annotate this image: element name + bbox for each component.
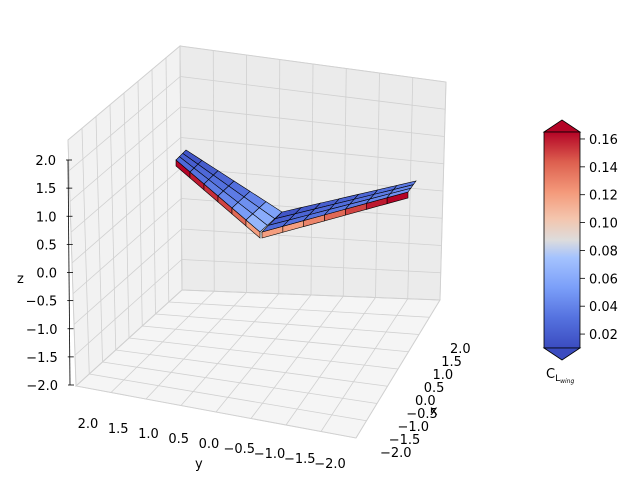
x-tick-label: 0.0: [415, 394, 436, 409]
y-tick-label: 1.0: [138, 427, 159, 442]
colorbar-label: CLwing: [546, 367, 574, 385]
colorbar-extend-bottom: [542, 347, 582, 361]
axis-ticks: −2.0−1.5−1.0−0.50.00.51.01.52.02.0 1.5 1.0…: [26, 154, 471, 472]
grid-line: [285, 297, 376, 426]
z-tick-label: 1.5: [36, 182, 57, 197]
grid-line: [342, 68, 347, 297]
z-tick-label: −2.0: [26, 379, 58, 394]
colorbar-extend-top: [542, 119, 582, 133]
grid-line: [137, 81, 143, 327]
grid-line: [181, 259, 441, 274]
z-axis-label: z: [17, 272, 24, 287]
grid-line: [250, 296, 344, 419]
grid-line: [181, 289, 441, 301]
colorbar-gradient: [543, 131, 581, 349]
grid-line: [215, 294, 312, 413]
grid-line: [165, 57, 170, 303]
colorbar-tick-label: 0.08: [589, 244, 618, 259]
grid-line: [439, 81, 447, 301]
z-tick-label: 1.0: [36, 210, 57, 225]
colorbar-tick-label: 0.16: [589, 133, 618, 148]
grid-line: [71, 167, 182, 264]
y-axis-label: y: [195, 457, 203, 472]
x-tick-label: 0.5: [424, 381, 445, 396]
z-tick-label: 2.0: [35, 154, 56, 169]
grid-line: [74, 259, 183, 356]
x-tick-label: −2.0: [380, 446, 412, 461]
x-tick-label: 1.5: [441, 355, 462, 370]
y-tick-label: 1.5: [108, 422, 129, 437]
x-tick-label: −0.5: [406, 407, 438, 422]
y-tick-label: 0.5: [168, 432, 189, 447]
grid-line: [151, 69, 156, 315]
y-tick-label: −1.0: [254, 447, 286, 462]
colorbar-tick-label: 0.10: [589, 217, 618, 232]
colorbar: 0.02 0.04 0.06 0.08 0.10 0.12 0.14 0.16 CLwing: [542, 119, 618, 385]
grid-line: [375, 72, 380, 298]
colorbar-ticks: 0.02 0.04 0.06 0.08 0.10 0.12 0.14 0.16: [580, 133, 618, 343]
x-tick-label: 1.0: [433, 368, 454, 383]
z-tick-label: −1.0: [26, 323, 58, 338]
colorbar-label-subsub: wing: [560, 378, 574, 385]
x-tick-label: −1.0: [398, 420, 430, 435]
y-tick-label: 2.0: [78, 417, 99, 432]
grid-line: [72, 198, 182, 295]
grid-line: [355, 299, 441, 439]
z-tick-label: −0.5: [26, 295, 58, 310]
colorbar-label-main: C: [546, 367, 555, 382]
colorbar-label-sub: L: [555, 374, 560, 384]
colorbar-tick-label: 0.14: [589, 161, 618, 176]
colorbar-tick-label: 0.02: [589, 328, 618, 343]
y-tick-label: −2.0: [314, 457, 346, 472]
z-axis-line: [67, 159, 71, 386]
y-tick-label: −1.5: [284, 452, 316, 467]
colorbar-tick-label: 0.06: [589, 272, 618, 287]
x-tick-label: −1.5: [389, 433, 421, 448]
grid-line: [75, 289, 183, 387]
grid-line: [168, 301, 430, 318]
colorbar-tick-label: 0.12: [589, 189, 618, 204]
grid-line: [181, 228, 442, 246]
x-axis-label: x: [430, 404, 438, 419]
grid-line: [142, 325, 409, 353]
x-tick-label: 2.0: [450, 342, 471, 357]
z-tick-label: 0.5: [36, 238, 57, 253]
y-tick-label: −0.5: [223, 442, 255, 457]
left-wing-top-panel: [245, 213, 268, 233]
surface-plot: [175, 149, 417, 239]
grid-lines: [67, 45, 447, 439]
right-wing-top-panel: [386, 187, 412, 199]
grid-line: [320, 298, 409, 432]
z-tick-label: −1.5: [26, 351, 58, 366]
grid-line: [73, 228, 182, 325]
y-tick-label: 0.0: [199, 437, 220, 452]
colorbar-tick-label: 0.04: [589, 300, 618, 315]
z-tick-label: 0.0: [36, 267, 57, 282]
grid-line: [155, 313, 420, 335]
